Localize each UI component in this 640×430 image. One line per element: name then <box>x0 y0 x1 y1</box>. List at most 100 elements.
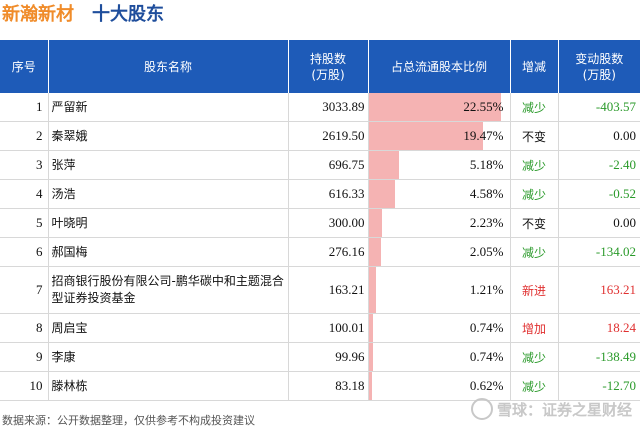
watermark: 雪球：证券之星财经 <box>470 398 632 420</box>
ratio-value: 2.05% <box>469 244 504 259</box>
shares-held: 99.96 <box>288 342 369 372</box>
ratio-cell: 1.21% <box>368 266 511 314</box>
change-delta: -0.52 <box>558 179 640 209</box>
ratio-cell: 0.62% <box>368 371 511 401</box>
shareholder-name: 严留新 <box>48 93 289 122</box>
shares-held: 616.33 <box>288 179 369 209</box>
col-header-delta[interactable]: 变动股数 (万股) <box>558 40 640 93</box>
change-delta: -2.40 <box>558 150 640 180</box>
shareholders-table: 序号 股东名称 持股数 (万股) 占总流通股本比例 增减 变动股数 (万股) 1 严留… <box>0 40 640 401</box>
table-row[interactable]: 6 郝国梅 276.16 2.05% 减少 -134.02 <box>0 237 640 267</box>
change-status: 不变 <box>510 121 559 151</box>
shareholder-name: 叶晓明 <box>48 208 289 238</box>
change-status: 减少 <box>510 93 559 122</box>
table-body: 1 严留新 3033.89 22.55% 减少 -403.57 2 秦翠娥 2619.50 19.… <box>0 93 640 401</box>
change-status: 不变 <box>510 208 559 238</box>
ratio-cell: 5.18% <box>368 150 511 180</box>
table-row[interactable]: 2 秦翠娥 2619.50 19.47% 不变 0.00 <box>0 121 640 151</box>
ratio-value: 2.23% <box>469 215 504 230</box>
change-delta: -138.49 <box>558 342 640 372</box>
ratio-bar <box>368 267 376 313</box>
shares-held: 2619.50 <box>288 121 369 151</box>
data-source-note: 数据来源：公开数据整理，仅供参考不构成投资建议 <box>2 414 255 427</box>
shares-held: 300.00 <box>288 208 369 238</box>
ratio-value: 1.21% <box>469 282 504 297</box>
shareholder-name: 秦翠娥 <box>48 121 289 151</box>
change-status: 减少 <box>510 371 559 401</box>
table-header-row: 序号 股东名称 持股数 (万股) 占总流通股本比例 增减 变动股数 (万股) <box>0 40 640 93</box>
table-row[interactable]: 9 李康 99.96 0.74% 减少 -138.49 <box>0 342 640 372</box>
ratio-bar <box>368 343 373 371</box>
table-row[interactable]: 3 张萍 696.75 5.18% 减少 -2.40 <box>0 150 640 180</box>
change-delta: 0.00 <box>558 121 640 151</box>
row-index: 1 <box>0 93 49 122</box>
row-index: 5 <box>0 208 49 238</box>
ratio-bar <box>368 209 382 237</box>
table-row[interactable]: 4 汤浩 616.33 4.58% 减少 -0.52 <box>0 179 640 209</box>
col-header-name[interactable]: 股东名称 <box>48 40 289 93</box>
change-status: 减少 <box>510 150 559 180</box>
row-index: 4 <box>0 179 49 209</box>
ratio-value: 0.74% <box>469 349 504 364</box>
row-index: 9 <box>0 342 49 372</box>
ratio-cell: 22.55% <box>368 93 511 122</box>
change-delta: -403.57 <box>558 93 640 122</box>
change-status: 增加 <box>510 313 559 343</box>
row-index: 6 <box>0 237 49 267</box>
ratio-cell: 4.58% <box>368 179 511 209</box>
shareholder-name: 招商银行股份有限公司-鹏华碳中和主题混合型证券投资基金 <box>48 266 289 314</box>
shareholder-name: 李康 <box>48 342 289 372</box>
table-row[interactable]: 5 叶晓明 300.00 2.23% 不变 0.00 <box>0 208 640 238</box>
watermark-text: 雪球：证券之星财经 <box>496 400 632 419</box>
row-index: 7 <box>0 266 49 314</box>
table-row[interactable]: 10 滕林栋 83.18 0.62% 减少 -12.70 <box>0 371 640 401</box>
shareholder-name: 汤浩 <box>48 179 289 209</box>
row-index: 3 <box>0 150 49 180</box>
ratio-value: 4.58% <box>469 186 504 201</box>
ratio-bar <box>368 372 373 400</box>
ratio-cell: 2.05% <box>368 237 511 267</box>
ratio-value: 5.18% <box>469 157 504 172</box>
page-subtitle: 十大股东 <box>92 4 164 25</box>
change-status: 减少 <box>510 342 559 372</box>
ratio-cell: 19.47% <box>368 121 511 151</box>
shares-held: 100.01 <box>288 313 369 343</box>
page-header: 新瀚新材 十大股东 <box>0 0 640 34</box>
table-row[interactable]: 7 招商银行股份有限公司-鹏华碳中和主题混合型证券投资基金 163.21 1.21% 新… <box>0 266 640 314</box>
ratio-bar <box>368 151 399 179</box>
ratio-value: 0.62% <box>469 378 504 393</box>
change-status: 新进 <box>510 266 559 314</box>
ratio-cell: 2.23% <box>368 208 511 238</box>
change-status: 减少 <box>510 237 559 267</box>
shares-held: 696.75 <box>288 150 369 180</box>
change-delta: 163.21 <box>558 266 640 314</box>
row-index: 10 <box>0 371 49 401</box>
ratio-bar <box>368 122 483 150</box>
change-delta: -134.02 <box>558 237 640 267</box>
row-index: 2 <box>0 121 49 151</box>
ratio-value: 19.47% <box>463 128 504 143</box>
shares-held: 163.21 <box>288 266 369 314</box>
ratio-value: 0.74% <box>469 320 504 335</box>
company-name: 新瀚新材 <box>2 4 74 25</box>
col-header-change[interactable]: 增减 <box>510 40 559 93</box>
ratio-bar <box>368 180 396 208</box>
change-delta: -12.70 <box>558 371 640 401</box>
table-row[interactable]: 8 周启宝 100.01 0.74% 增加 18.24 <box>0 313 640 343</box>
col-header-index[interactable]: 序号 <box>0 40 49 93</box>
snowball-logo-icon <box>470 398 493 420</box>
table-row[interactable]: 1 严留新 3033.89 22.55% 减少 -403.57 <box>0 93 640 122</box>
col-header-shares[interactable]: 持股数 (万股) <box>288 40 369 93</box>
ratio-bar <box>368 314 373 342</box>
ratio-value: 22.55% <box>463 99 504 114</box>
shares-held: 3033.89 <box>288 93 369 122</box>
ratio-cell: 0.74% <box>368 313 511 343</box>
change-delta: 18.24 <box>558 313 640 343</box>
shareholder-name: 张萍 <box>48 150 289 180</box>
change-delta: 0.00 <box>558 208 640 238</box>
col-header-ratio[interactable]: 占总流通股本比例 <box>368 40 511 93</box>
ratio-bar <box>368 93 501 121</box>
change-status: 减少 <box>510 179 559 209</box>
shareholder-name: 周启宝 <box>48 313 289 343</box>
shares-held: 276.16 <box>288 237 369 267</box>
